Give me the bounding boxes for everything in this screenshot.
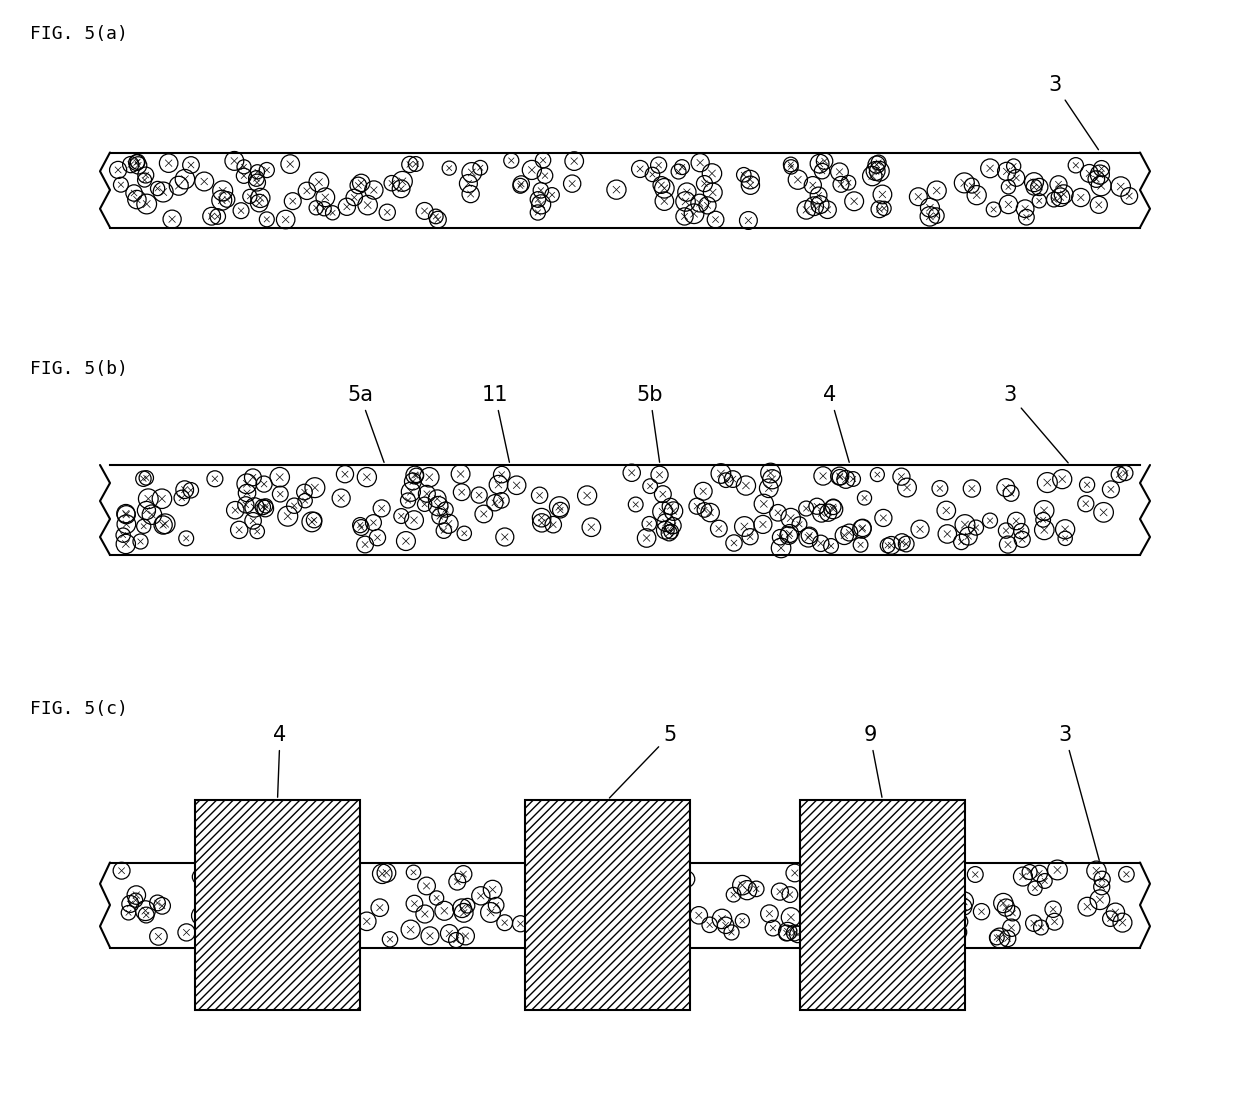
Text: 5: 5: [609, 725, 677, 797]
Text: 4: 4: [823, 385, 849, 462]
Bar: [800, 800, 965, 1010]
Bar: [195, 800, 360, 1010]
Text: 9: 9: [863, 725, 882, 797]
Text: 4: 4: [273, 725, 286, 797]
Text: 3: 3: [1059, 725, 1100, 860]
Text: 5a: 5a: [347, 385, 384, 462]
Text: FIG. 5(b): FIG. 5(b): [30, 360, 128, 378]
Text: 11: 11: [482, 385, 510, 462]
Text: FIG. 5(c): FIG. 5(c): [30, 700, 128, 718]
Text: FIG. 5(a): FIG. 5(a): [30, 25, 128, 43]
Text: 3: 3: [1048, 75, 1099, 150]
Text: 5b: 5b: [637, 385, 663, 462]
Bar: [525, 800, 689, 1010]
Text: 3: 3: [1003, 385, 1068, 463]
